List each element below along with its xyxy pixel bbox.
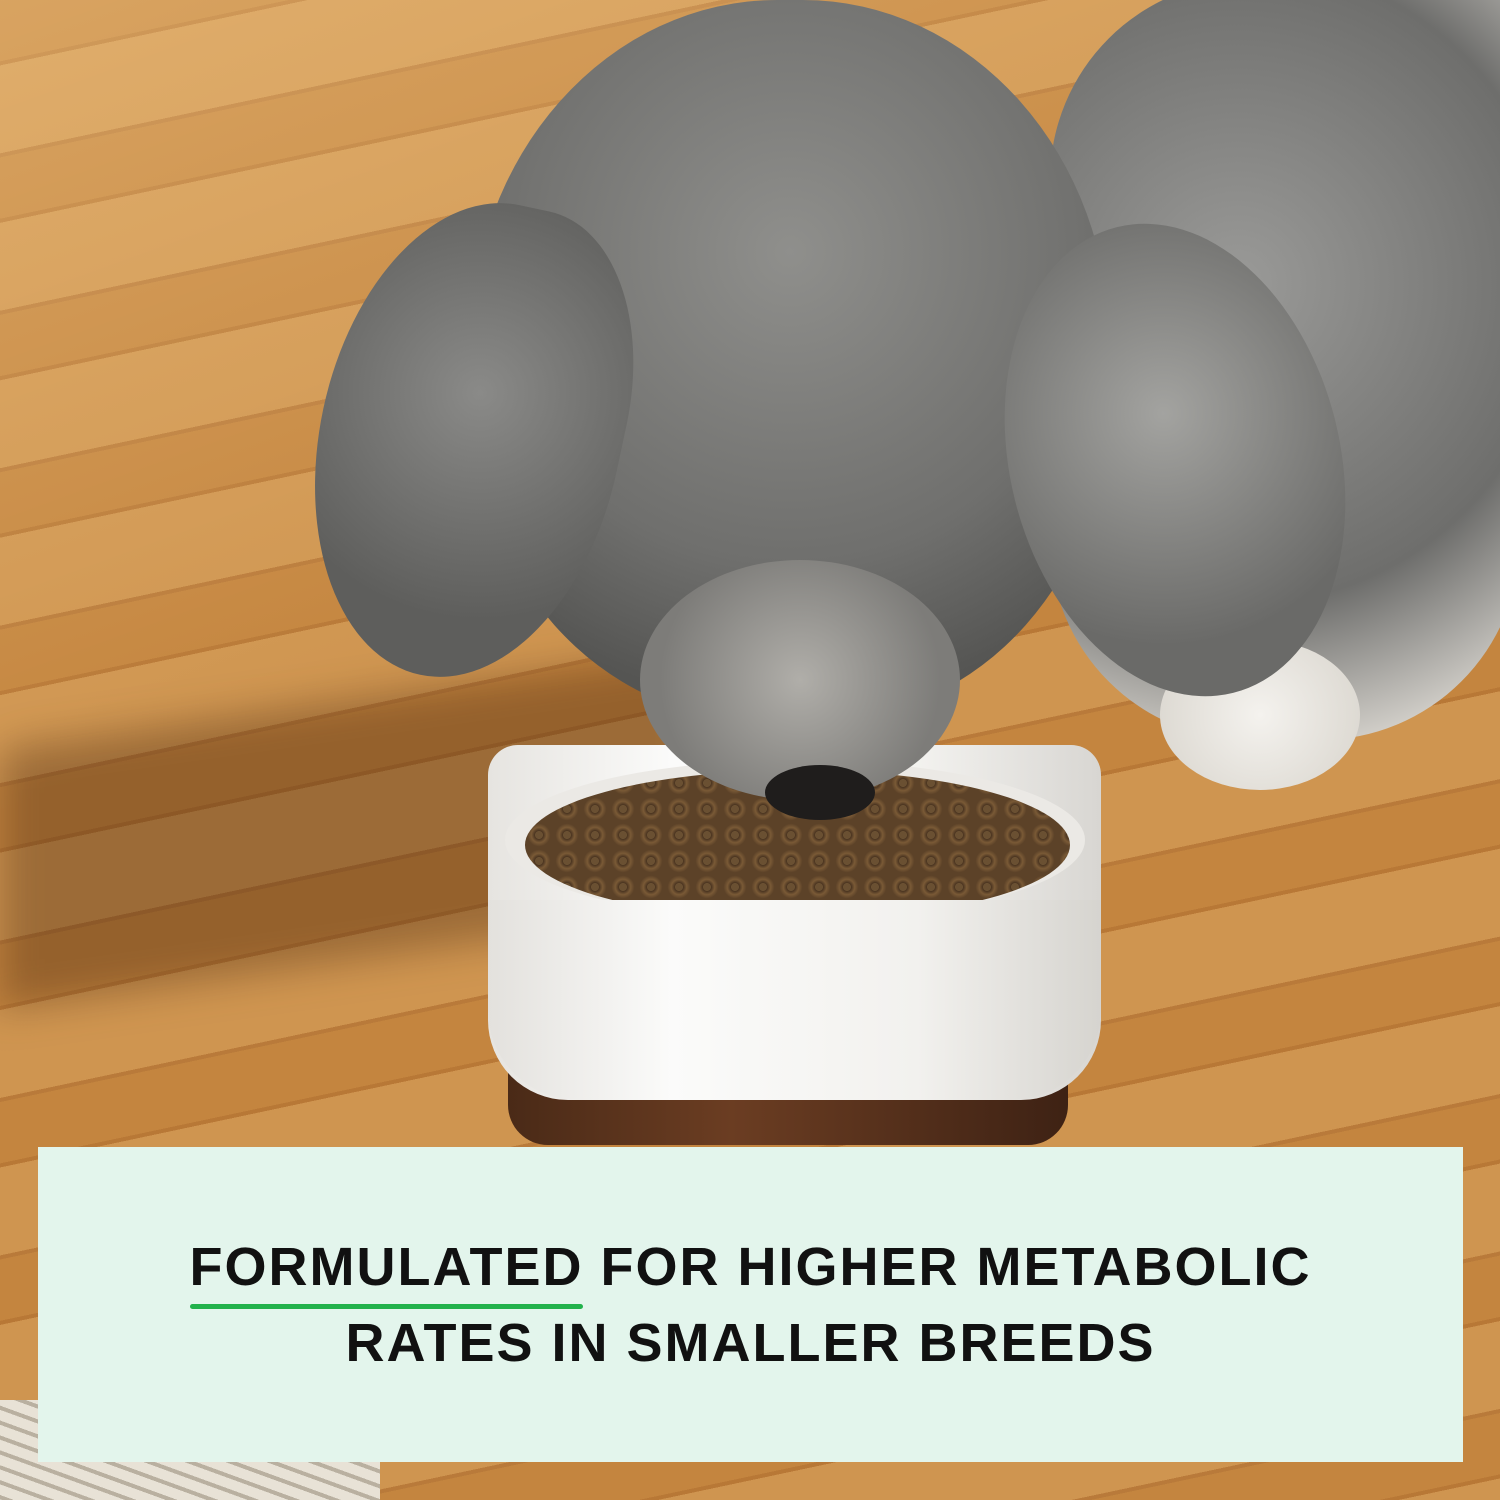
caption-banner: FORMULATED FOR HIGHER METABOLIC RATES IN… bbox=[38, 1147, 1463, 1462]
caption-highlight: FORMULATED bbox=[189, 1229, 584, 1309]
bowl-front bbox=[488, 900, 1101, 1100]
dog-nose bbox=[765, 765, 875, 820]
caption-line-1-rest: FOR HIGHER METABOLIC bbox=[583, 1236, 1312, 1297]
caption-line-2: RATES IN SMALLER BREEDS bbox=[345, 1312, 1156, 1373]
dog-muzzle bbox=[640, 560, 960, 800]
caption-line-1: FORMULATED FOR HIGHER METABOLIC bbox=[189, 1229, 1312, 1309]
